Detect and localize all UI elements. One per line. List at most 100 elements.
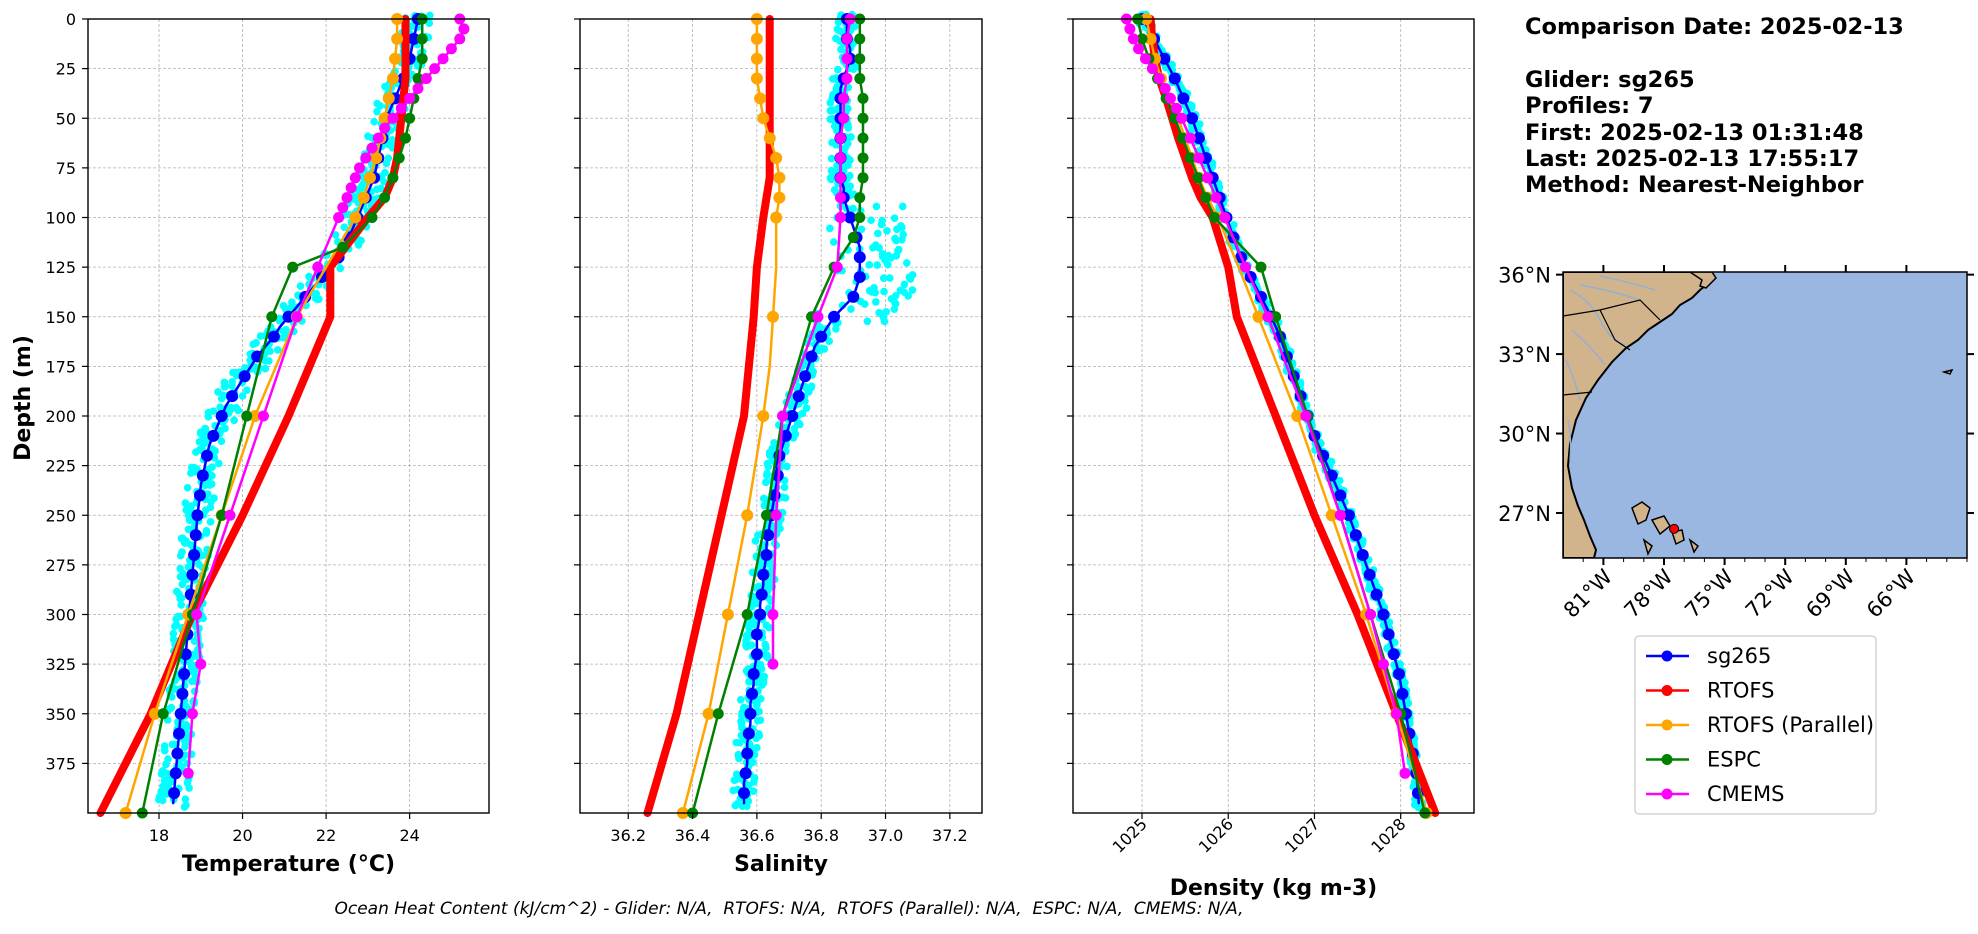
glider-sample-point xyxy=(878,250,887,258)
data-point xyxy=(1325,509,1338,522)
series-line xyxy=(643,15,774,817)
data-point xyxy=(741,747,754,760)
data-point xyxy=(750,52,763,65)
data-point xyxy=(379,192,391,204)
panel-3: 1025 1026 1027 1028 Density (kg m-3) xyxy=(1067,10,1475,901)
data-point xyxy=(1177,92,1190,105)
data-point xyxy=(249,410,262,422)
glider-sample-point xyxy=(744,781,753,790)
glider-sample-point xyxy=(204,408,213,417)
glider-sample-point xyxy=(172,620,181,629)
data-point xyxy=(854,53,866,65)
data-point xyxy=(770,151,783,164)
glider-sample-point xyxy=(252,339,260,347)
data-point xyxy=(1300,410,1312,422)
glider-sample-point xyxy=(826,99,835,107)
legend-marker xyxy=(1661,650,1673,662)
data-point xyxy=(750,648,763,661)
data-point xyxy=(847,290,860,303)
comparison-date: Comparison Date: 2025-02-13 xyxy=(1525,14,1904,40)
lat-label: 36°N xyxy=(1498,264,1551,288)
glider-sample-point xyxy=(184,525,193,534)
glider-sample-point xyxy=(215,459,223,468)
glider-sample-point xyxy=(825,337,834,345)
glider-sample-point xyxy=(829,238,838,246)
data-point xyxy=(754,92,767,105)
glider-sample-point xyxy=(891,299,899,307)
glider-sample-point xyxy=(384,140,393,149)
legend-entry: RTOFS xyxy=(1646,679,1774,703)
data-point xyxy=(1390,708,1402,720)
glider-sample-point xyxy=(234,406,243,415)
map-land-nc-outer-banks xyxy=(1688,272,1717,289)
data-point xyxy=(757,112,770,125)
data-point xyxy=(382,92,395,105)
data-point xyxy=(1349,529,1362,542)
glider-sample-point xyxy=(827,175,836,184)
y-tick-label: 150 xyxy=(45,308,76,327)
data-point xyxy=(1176,112,1188,124)
glider-sample-point xyxy=(762,644,770,652)
glider-sample-point xyxy=(902,259,911,267)
x-tick-label: 22 xyxy=(316,826,336,845)
glider-sample-point xyxy=(904,292,912,300)
data-point xyxy=(750,32,763,45)
glider-sample-point xyxy=(892,236,900,245)
y-tick-label: 300 xyxy=(45,606,76,625)
glider-sample-point xyxy=(781,494,790,502)
glider-sample-point xyxy=(370,195,378,204)
data-point xyxy=(1170,102,1182,114)
data-point xyxy=(1387,648,1400,661)
data-point xyxy=(1342,509,1355,522)
glider-sample-point xyxy=(755,707,763,716)
series-rtofs xyxy=(643,15,774,817)
glider-sample-point xyxy=(744,797,753,806)
data-point xyxy=(763,132,776,145)
series-cmems xyxy=(182,13,470,779)
glider-sample-point xyxy=(1195,120,1204,128)
data-point xyxy=(429,63,441,75)
glider-sample-point xyxy=(735,738,744,747)
data-point xyxy=(857,112,869,124)
data-point xyxy=(287,261,299,273)
data-point xyxy=(349,211,362,224)
data-point xyxy=(750,72,763,85)
data-point xyxy=(812,311,824,323)
glider-sample-point xyxy=(201,481,210,490)
data-point xyxy=(357,191,370,204)
y-tick-label: 275 xyxy=(45,556,76,575)
y-axis-label: Depth (m) xyxy=(11,335,36,461)
data-point xyxy=(386,72,399,85)
data-point xyxy=(1334,509,1346,521)
data-point xyxy=(337,241,349,253)
glider-sample-point xyxy=(178,548,186,556)
glider-sample-point xyxy=(340,223,349,231)
glider-sample-point xyxy=(187,502,195,510)
data-point xyxy=(454,33,466,45)
glider-sample-point xyxy=(373,185,381,194)
glider-sample-point xyxy=(168,740,177,749)
data-point xyxy=(1399,767,1411,779)
glider-sample-point xyxy=(178,580,187,589)
data-point xyxy=(777,410,789,422)
data-point xyxy=(770,509,782,521)
glider-sample-point xyxy=(905,273,914,281)
glider-sample-point xyxy=(181,499,190,507)
glider-sample-point xyxy=(1401,678,1409,687)
glider-sample-point xyxy=(877,309,885,318)
info-panel: Comparison Date: 2025-02-13 Glider: sg265… xyxy=(1525,14,1904,199)
glider-sample-point xyxy=(177,601,186,609)
glider-sample-point xyxy=(873,229,882,238)
glider-sample-point xyxy=(182,537,190,545)
data-point xyxy=(193,489,206,502)
data-point xyxy=(437,53,449,65)
data-point xyxy=(761,509,773,521)
data-point xyxy=(779,429,792,442)
data-point xyxy=(404,112,416,124)
data-point xyxy=(773,191,786,204)
data-point xyxy=(393,152,405,164)
glider-sample-point xyxy=(843,122,852,131)
x-axis-label: Salinity xyxy=(734,852,828,877)
glider-sample-point xyxy=(765,580,774,588)
y-tick-label: 350 xyxy=(45,705,76,724)
